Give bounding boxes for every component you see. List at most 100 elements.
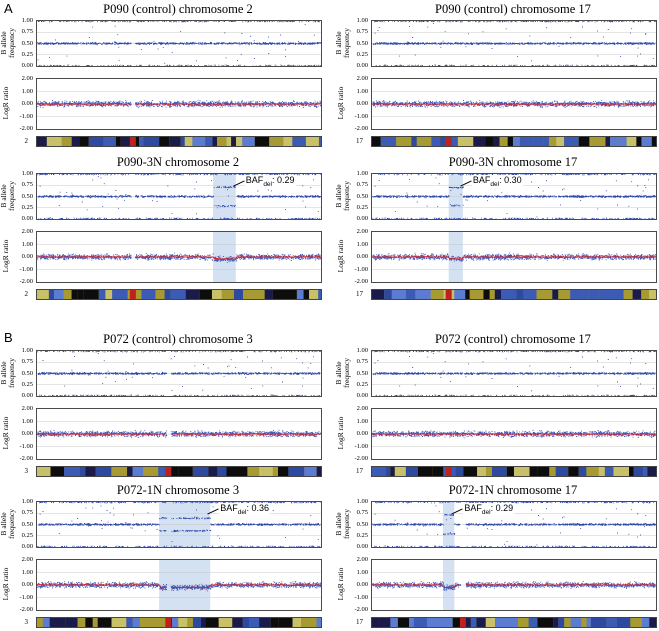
- logr-mean-line: [37, 256, 321, 260]
- ideogram-band: [143, 137, 160, 146]
- logr-tick-label: 2.00: [21, 228, 33, 235]
- ideogram-band: [499, 137, 508, 146]
- logr-tick-label: 2.00: [356, 556, 368, 563]
- ideogram-band: [286, 290, 297, 299]
- logr-mean-line: [372, 433, 656, 435]
- ideogram-band: [247, 467, 253, 476]
- ideogram-band: [259, 467, 264, 476]
- ideogram-band: [318, 290, 321, 299]
- chromosome-ideogram: [371, 136, 657, 147]
- baf-tick-label: 0.50: [21, 520, 33, 528]
- ideogram-band: [199, 290, 212, 299]
- ideogram-band: [477, 467, 487, 476]
- baf-points: [37, 351, 321, 396]
- ideogram-band: [205, 618, 219, 627]
- ideogram-band: [574, 618, 582, 627]
- chart-panel: P072-1N chromosome 17 B allele frequency 1.…: [334, 481, 659, 631]
- chromosome-ideogram: [36, 289, 322, 300]
- ideogram-band: [549, 137, 557, 146]
- ideogram-band: [476, 618, 486, 627]
- ideogram-band: [37, 467, 51, 476]
- ideogram-band: [301, 618, 317, 627]
- baf-svg: [372, 21, 656, 66]
- ideogram-band: [180, 137, 185, 146]
- ideogram-band: [111, 618, 127, 627]
- baf-del-annotation: BAFdel: 0.36: [219, 503, 270, 516]
- ideogram-band: [385, 467, 391, 476]
- ideogram-band: [95, 467, 112, 476]
- ideogram-band: [236, 137, 243, 146]
- logr-tick-label: 2.00: [356, 405, 368, 412]
- baf-tick-label: 1.00: [356, 498, 368, 505]
- ideogram-svg: [37, 467, 321, 476]
- chart-panel: P072 (control) chromosome 3B allelefrequ…: [0, 330, 324, 480]
- ideogram-band: [516, 290, 524, 299]
- ideogram-band: [613, 467, 630, 476]
- chart-panel: P090 (control) chromosome 17 B allele freq…: [334, 0, 659, 150]
- ideogram-band: [485, 618, 495, 627]
- ideogram-band: [169, 467, 179, 476]
- baf-tick-label: 0.00: [356, 543, 368, 550]
- baf-del-prefix: BAF: [245, 175, 264, 185]
- logr-plot: [371, 231, 657, 283]
- ideogram-band: [562, 467, 569, 476]
- logr-tick-label: 2.00: [21, 405, 33, 412]
- ideogram-band: [485, 137, 493, 146]
- centromere: [459, 618, 466, 627]
- ideogram-band: [292, 137, 306, 146]
- chart-title: P072 (control) chromosome 17: [435, 332, 591, 346]
- chart-title: P072-1N chromosome 3: [116, 483, 240, 497]
- ideogram-band: [611, 290, 624, 299]
- ideogram-svg: [372, 137, 656, 146]
- centromere: [445, 467, 452, 476]
- baf-tick-label: 0.25: [356, 531, 368, 539]
- ideogram-band: [605, 137, 611, 146]
- logr-tick-label: 2.00: [21, 556, 33, 563]
- logr-plot: [371, 408, 657, 460]
- baf-del-prefix: BAF: [464, 503, 482, 513]
- ideogram-band: [578, 467, 587, 476]
- ideogram-band: [251, 290, 265, 299]
- baf-tick-label: 0.00: [21, 392, 33, 399]
- ideogram-band: [242, 137, 255, 146]
- logr-tick-label: -2.00: [19, 278, 33, 285]
- baf-tick-label: 0.25: [21, 50, 33, 58]
- chromosome-number: 3: [24, 618, 29, 626]
- ideogram-band: [430, 290, 444, 299]
- baf-tick-label: 0.50: [21, 192, 33, 200]
- ideogram-band: [589, 137, 597, 146]
- ideogram-band: [71, 290, 78, 299]
- ideogram-band: [533, 137, 544, 146]
- logr-svg: [372, 91, 656, 117]
- baf-tick-label: 0.00: [356, 215, 368, 222]
- chromosome-ideogram: [36, 617, 322, 628]
- ideogram-band: [606, 618, 617, 627]
- logr-mean-line: [372, 584, 656, 589]
- baf-svg: [37, 21, 321, 66]
- ideogram-band: [221, 290, 234, 299]
- baf-tick-label: 0.00: [21, 215, 33, 222]
- ideogram-band: [564, 137, 579, 146]
- logr-points: [37, 252, 321, 263]
- ideogram-band: [127, 467, 133, 476]
- baf-del-subscript: del: [237, 508, 247, 516]
- chart-title: P072 (control) chromosome 3: [103, 332, 253, 346]
- baf-tick-label: 0.75: [21, 509, 33, 517]
- ideogram-band: [372, 137, 381, 146]
- logr-points: [372, 580, 656, 591]
- ideogram-band: [465, 618, 471, 627]
- ideogram-band: [501, 290, 517, 299]
- baf-points: [37, 21, 321, 66]
- ideogram-band: [384, 290, 392, 299]
- ideogram-band: [523, 290, 537, 299]
- ideogram-band: [111, 467, 128, 476]
- ideogram-band: [507, 137, 513, 146]
- ideogram-band: [517, 618, 529, 627]
- ideogram-band: [394, 467, 406, 476]
- ideogram-band: [463, 467, 478, 476]
- baf-svg: [372, 351, 656, 396]
- chart-panel: P090 (control) chromosome 2B allelefrequ…: [0, 0, 324, 150]
- baf-del-annotation: BAFdel: 0.30: [471, 175, 523, 188]
- ideogram-band: [519, 137, 534, 146]
- ideogram-band: [604, 467, 614, 476]
